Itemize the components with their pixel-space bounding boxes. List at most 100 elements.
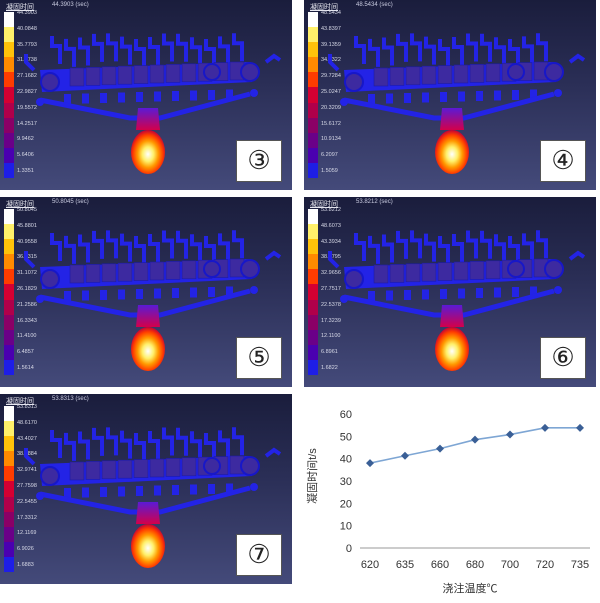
legend-swatch: [4, 284, 14, 300]
sprue-stem: [136, 108, 160, 130]
riser: [92, 33, 104, 62]
legend-tick-label: 11.4100: [17, 333, 37, 340]
panel-time: 48.5434 (sec): [356, 2, 393, 8]
cavity-block: [373, 264, 389, 284]
legend-swatch: [4, 421, 14, 437]
arm-end-left: [36, 98, 44, 106]
left-riser-ball: [40, 269, 60, 289]
cavity-block: [117, 262, 133, 282]
lower-gate: [172, 288, 179, 298]
lower-gate: [82, 290, 89, 301]
legend-swatch: [308, 162, 318, 179]
cavity-block: [437, 262, 453, 281]
riser: [78, 431, 90, 460]
riser: [190, 37, 202, 66]
lower-gate: [476, 91, 483, 101]
legend-tick-label: 9.9462: [17, 136, 34, 143]
lower-gate: [440, 92, 447, 102]
panel-badge: ⑥: [540, 337, 586, 379]
lower-gate: [136, 92, 143, 102]
legend-swatch: [4, 359, 14, 376]
panel-title: 凝固时间: [6, 398, 34, 405]
legend-tick-label: 48.6073: [321, 222, 341, 229]
legend-swatch: [4, 299, 14, 315]
sim-panel-6: 凝固时间 53.8212 (sec) 53.8212 48.6073 43.3934…: [304, 197, 596, 387]
riser: [218, 36, 230, 65]
solidification-time-chart: 0 10 20 30 40 50 60 620 635 660 680 700 720 735 浇注温度℃…: [300, 396, 600, 598]
arm-end-left: [36, 295, 44, 303]
data-point: [506, 430, 514, 439]
cavity-block: [165, 458, 181, 477]
legend-tick-label: 6.2097: [321, 152, 338, 159]
cavity-block: [453, 64, 469, 84]
x-tick-label: 660: [431, 559, 449, 571]
legend-swatch: [4, 72, 14, 88]
sprue-stem: [136, 305, 160, 327]
cavity-block: [85, 67, 101, 86]
cavity-block: [181, 260, 197, 280]
lower-gate: [440, 289, 447, 299]
riser: [162, 33, 174, 62]
legend-swatch: [308, 359, 318, 376]
casting-sim-image: [328, 33, 586, 174]
riser: [536, 230, 548, 259]
right-riser-ball: [240, 259, 260, 279]
legend-tick-label: 1.3351: [17, 168, 34, 174]
riser: [162, 230, 174, 259]
legend-tick-label: 48.5434: [321, 10, 341, 16]
legend-tick-label: 6.8961: [321, 349, 338, 356]
side-hook: [328, 53, 586, 72]
cavity-block: [405, 66, 421, 86]
lower-gate: [226, 286, 233, 297]
legend-swatch: [4, 102, 14, 118]
lower-gate: [476, 288, 483, 298]
sprue-stem: [440, 305, 464, 327]
legend-swatch: [4, 132, 14, 148]
legend-tick-label: 16.3343: [17, 317, 37, 324]
color-legend: [308, 12, 318, 179]
legend-tick-label: 22.5378: [321, 301, 341, 308]
legend-swatch: [4, 436, 14, 452]
riser: [382, 234, 394, 263]
cavity-block: [117, 459, 133, 479]
lower-gate: [422, 289, 429, 300]
legend-tick-label: 48.6170: [17, 419, 37, 426]
riser: [536, 33, 548, 62]
legend-tick-label: 50.8045: [17, 207, 37, 213]
riser: [480, 33, 492, 62]
lower-gate: [458, 288, 465, 299]
data-point: [366, 459, 374, 468]
riser: [78, 234, 90, 263]
arm-end-right: [554, 286, 562, 294]
lower-gate: [208, 90, 215, 100]
cavity-block: [69, 67, 85, 87]
sim-panel-7: 凝固时间 53.8313 (sec) 53.8313 48.6170 43.4027…: [0, 394, 292, 584]
riser: [232, 230, 244, 259]
left-riser-ball: [40, 466, 60, 486]
cavity-block: [149, 261, 165, 281]
casting-sim-image: [24, 427, 282, 568]
lower-gate: [190, 484, 197, 495]
data-point: [541, 423, 549, 432]
legend-tick-label: 43.3934: [321, 238, 341, 245]
legend-tick-label: 10.9134: [321, 136, 341, 143]
hot-spot: [435, 327, 469, 371]
legend-swatch: [308, 117, 318, 133]
cavity-block: [101, 66, 117, 86]
legend-swatch: [308, 284, 318, 300]
lower-gate: [64, 291, 71, 301]
cavity-block: [69, 461, 85, 481]
cavity-block: [453, 261, 469, 281]
legend-tick-label: 43.8397: [321, 25, 341, 32]
riser: [354, 233, 366, 261]
mid-riser-ball: [203, 457, 221, 475]
legend-tick-label: 6.9026: [17, 546, 34, 553]
panel-title: 凝固时间: [6, 201, 34, 208]
sprue-stem: [136, 502, 160, 524]
riser: [190, 431, 202, 460]
legend-tick-label: 1.5614: [17, 365, 34, 371]
lower-gate: [404, 290, 411, 300]
legend-tick-label: 32.9656: [321, 270, 341, 277]
y-tick-label: 30: [340, 476, 352, 488]
legend-swatch: [308, 269, 318, 285]
